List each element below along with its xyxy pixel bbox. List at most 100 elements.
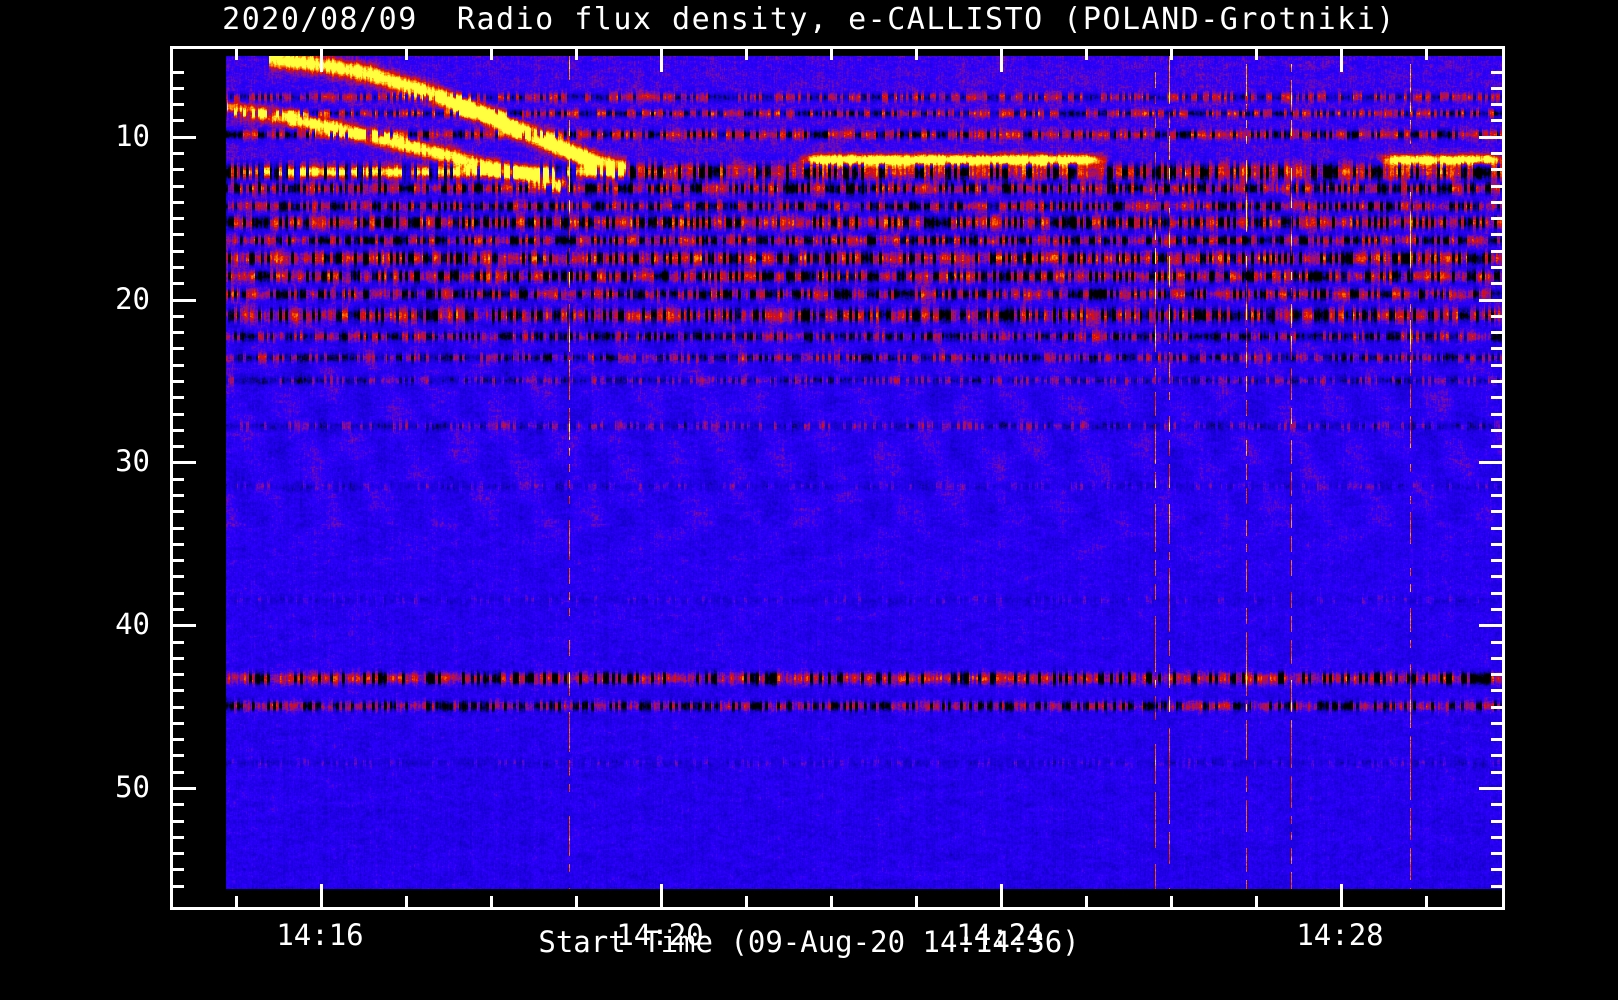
y-minor-tick [170, 331, 184, 335]
y-minor-tick-right [1491, 380, 1505, 383]
y-minor-tick-right [1491, 770, 1505, 774]
x-minor-tick-top [1255, 46, 1258, 60]
y-minor-tick [170, 168, 184, 172]
y-major-tick-right [1479, 298, 1505, 302]
y-minor-tick-right [1491, 282, 1505, 286]
x-major-tick [1000, 884, 1003, 910]
y-minor-tick-right [1491, 591, 1505, 595]
x-minor-tick-top [235, 46, 238, 60]
y-minor-tick [170, 607, 184, 611]
y-minor-tick [170, 852, 184, 856]
y-minor-tick [170, 705, 184, 709]
plot-axes-frame [170, 46, 1505, 910]
y-minor-tick [170, 803, 184, 807]
y-minor-tick [170, 770, 184, 774]
y-minor-tick-right [1491, 493, 1505, 497]
y-minor-tick [170, 347, 184, 351]
y-major-tick-right [1479, 135, 1505, 139]
x-minor-tick [1170, 896, 1173, 910]
y-major-tick [170, 624, 196, 628]
page-title: 2020/08/09 Radio flux density, e-CALLIST… [222, 2, 1396, 37]
y-minor-tick [170, 884, 184, 888]
x-minor-tick-top [490, 46, 493, 60]
y-minor-tick-right [1491, 738, 1505, 742]
y-minor-tick [170, 314, 184, 318]
y-minor-tick-right [1491, 152, 1505, 156]
y-minor-tick-right [1491, 835, 1505, 839]
y-minor-tick-right [1491, 396, 1505, 400]
x-minor-tick-top [745, 46, 748, 60]
y-minor-tick-right [1491, 119, 1505, 123]
y-tick-label: 10 [115, 118, 150, 153]
y-minor-tick [170, 559, 184, 563]
y-major-tick [170, 787, 196, 791]
x-minor-tick [575, 896, 578, 910]
y-minor-tick [170, 754, 184, 758]
x-minor-tick [235, 896, 238, 910]
x-tick-label: 14:16 [276, 918, 364, 952]
x-minor-tick-top [830, 46, 833, 60]
y-major-tick-right [1479, 787, 1505, 791]
x-minor-tick [830, 896, 833, 910]
y-minor-tick-right [1491, 428, 1505, 432]
y-minor-tick [170, 363, 184, 367]
y-minor-tick-right [1491, 721, 1505, 725]
x-minor-tick [745, 896, 748, 910]
y-minor-tick [170, 591, 184, 595]
y-minor-tick-right [1491, 559, 1505, 563]
x-minor-tick [405, 896, 408, 910]
x-major-tick [1340, 884, 1343, 910]
x-major-tick-top [660, 46, 663, 72]
x-minor-tick [1255, 896, 1258, 910]
y-tick-label: 50 [115, 770, 150, 805]
y-major-tick-right [1479, 624, 1505, 628]
y-minor-tick-right [1491, 70, 1505, 74]
y-minor-tick-right [1491, 331, 1505, 335]
y-minor-tick [170, 282, 184, 286]
spectrogram-image [226, 56, 1505, 889]
y-minor-tick-right [1491, 200, 1505, 204]
y-major-tick [170, 135, 196, 139]
axis-line-bottom [170, 907, 1505, 910]
y-minor-tick-right [1491, 689, 1505, 693]
y-minor-tick [170, 217, 184, 221]
y-minor-tick-right [1491, 445, 1505, 449]
y-minor-tick-right [1491, 412, 1505, 416]
y-minor-tick [170, 689, 184, 693]
y-minor-tick [170, 428, 184, 432]
y-minor-tick [170, 86, 184, 90]
x-tick-label: 14:24 [956, 918, 1044, 952]
y-minor-tick-right [1491, 86, 1505, 90]
x-major-tick [660, 884, 663, 910]
y-minor-tick [170, 200, 184, 204]
y-minor-tick-right [1491, 477, 1505, 481]
y-major-tick [170, 461, 196, 465]
y-minor-tick-right [1491, 575, 1505, 579]
y-minor-tick-right [1491, 673, 1505, 677]
y-minor-tick-right [1491, 363, 1505, 367]
y-minor-tick [170, 70, 184, 74]
x-minor-tick-top [405, 46, 408, 60]
y-minor-tick-right [1491, 103, 1505, 107]
y-tick-label: 30 [115, 444, 150, 479]
y-minor-tick-right [1491, 819, 1505, 823]
y-minor-tick [170, 835, 184, 839]
y-minor-tick-right [1491, 168, 1505, 172]
y-minor-tick-right [1491, 526, 1505, 530]
x-tick-label: 14:20 [616, 918, 704, 952]
x-major-tick-top [320, 46, 323, 72]
y-minor-tick [170, 640, 184, 644]
y-minor-tick [170, 184, 184, 188]
y-minor-tick-right [1491, 347, 1505, 351]
y-minor-tick-right [1491, 656, 1505, 660]
x-major-tick-top [1340, 46, 1343, 72]
y-minor-tick [170, 656, 184, 660]
axis-line-top [170, 46, 1505, 49]
y-minor-tick-right [1491, 852, 1505, 856]
y-minor-tick [170, 412, 184, 416]
y-minor-tick-right [1491, 640, 1505, 644]
y-minor-tick [170, 396, 184, 400]
x-tick-label: 14:28 [1296, 918, 1384, 952]
y-minor-tick [170, 445, 184, 449]
y-tick-label: 20 [115, 281, 150, 316]
